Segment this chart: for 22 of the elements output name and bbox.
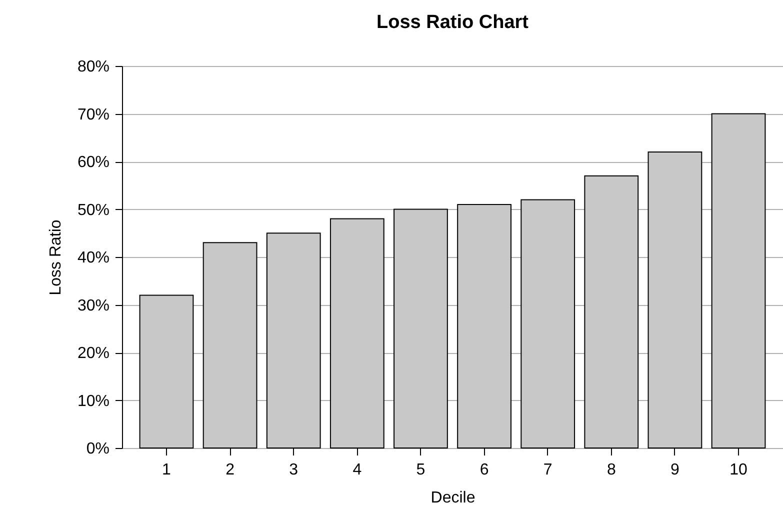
x-tick-label: 9 <box>670 462 680 478</box>
y-tick-label: 30% <box>77 297 110 314</box>
chart-title: Loss Ratio Chart <box>376 12 530 33</box>
x-tick-label: 7 <box>543 462 552 478</box>
x-tick-label: 1 <box>162 462 172 478</box>
x-tick-label: 2 <box>226 462 235 478</box>
x-tick-label: 8 <box>606 462 616 478</box>
y-tick-label: 40% <box>77 250 110 266</box>
y-tick-label: 60% <box>77 154 110 171</box>
y-tick-label: 20% <box>77 345 110 362</box>
y-tick-label: 70% <box>77 106 110 124</box>
y-axis-title: Loss Ratio <box>47 220 64 296</box>
y-tick-label: 0% <box>86 440 110 458</box>
x-tick-label: 4 <box>352 462 362 478</box>
y-tick-label: 10% <box>77 392 110 410</box>
x-tick-label: 10 <box>730 462 748 478</box>
x-tick-label: 5 <box>416 462 426 478</box>
x-tick-label: 3 <box>289 462 298 478</box>
y-tick-label: 80% <box>77 58 110 76</box>
x-tick-label: 6 <box>480 462 489 478</box>
y-tick-label: 50% <box>77 202 110 219</box>
x-axis-title: Decile <box>430 490 476 506</box>
